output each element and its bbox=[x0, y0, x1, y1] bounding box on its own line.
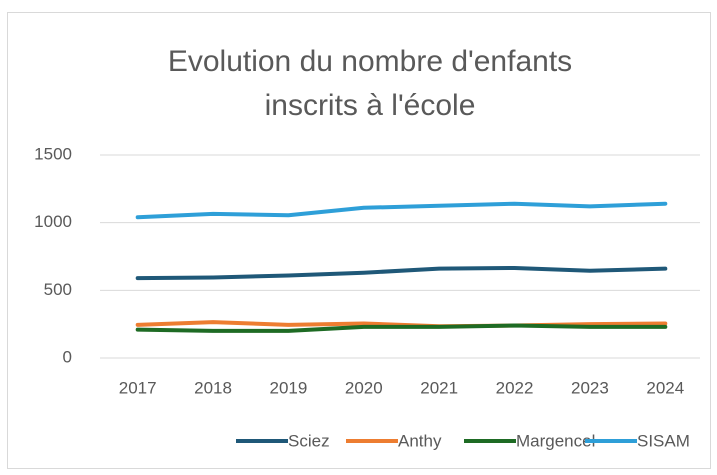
chart-frame bbox=[7, 12, 711, 469]
y-tick-label: 0 bbox=[63, 347, 72, 366]
series-line bbox=[135, 323, 668, 333]
x-tick-label: 2021 bbox=[420, 378, 458, 397]
series-line bbox=[135, 320, 668, 329]
x-tick-label: 2024 bbox=[646, 378, 684, 397]
x-tick-label: 2023 bbox=[571, 378, 609, 397]
series-line bbox=[135, 201, 668, 220]
legend-label: Sciez bbox=[288, 431, 330, 450]
chart-title: Evolution du nombre d'enfants inscrits à… bbox=[167, 45, 573, 122]
legend-label: Margencel bbox=[516, 431, 595, 450]
x-tick-label: 2020 bbox=[345, 378, 383, 397]
x-tick-label: 2022 bbox=[496, 378, 534, 397]
legend-label: SISAM bbox=[637, 431, 690, 450]
x-tick-label: 2017 bbox=[119, 378, 157, 397]
legend-label: Anthy bbox=[398, 431, 442, 450]
series-line bbox=[135, 266, 668, 281]
x-tick-label: 2018 bbox=[194, 378, 232, 397]
y-tick-label: 1000 bbox=[34, 212, 72, 231]
y-tick-label: 1500 bbox=[34, 144, 72, 163]
y-tick-label: 500 bbox=[44, 280, 72, 299]
x-tick-label: 2019 bbox=[270, 378, 308, 397]
